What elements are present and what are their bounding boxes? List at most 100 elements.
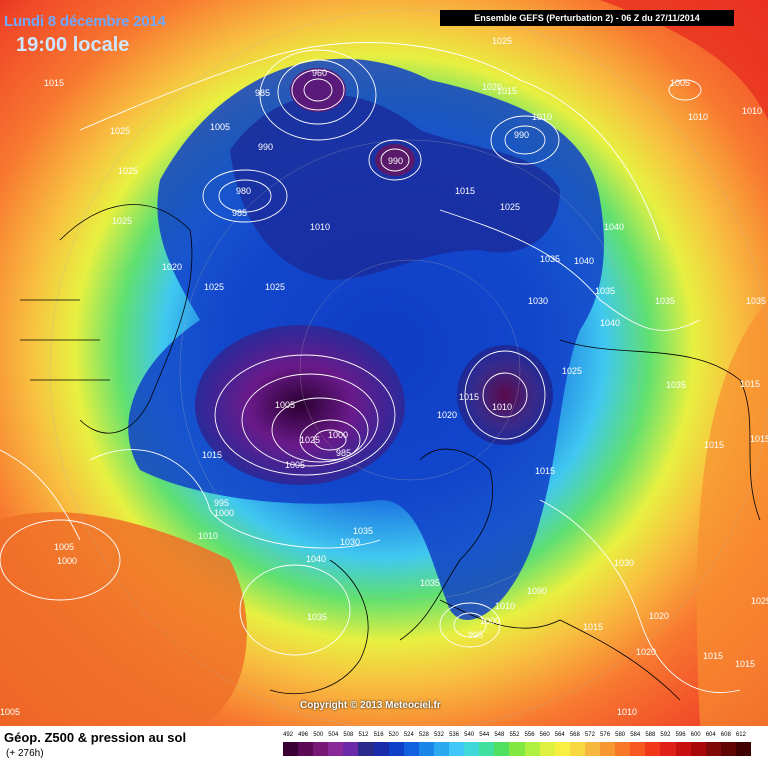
- isobar-label: 1015: [459, 392, 479, 402]
- isobar-label: 1010: [617, 707, 637, 717]
- warm-field-pacific: [600, 0, 768, 120]
- legend-swatch: [449, 742, 465, 756]
- legend-swatch: [735, 742, 752, 756]
- isobar-label: 1025: [118, 166, 138, 176]
- legend-level-label: 592: [660, 732, 671, 738]
- legend-level-label: 584: [630, 732, 641, 738]
- isobar-label: 1020: [649, 611, 669, 621]
- isobar-label: 1005: [275, 400, 295, 410]
- isobar-label: 1035: [420, 578, 440, 588]
- legend-swatch: [645, 742, 661, 756]
- legend-level-label: 504: [328, 732, 339, 738]
- legend-swatch: [630, 742, 646, 756]
- isobar-label: 1035: [746, 296, 766, 306]
- isobar-label: 1035: [353, 526, 373, 536]
- isobar-label: 1035: [540, 254, 560, 264]
- legend-level-label: 508: [343, 732, 354, 738]
- legend-level-label: 528: [418, 732, 429, 738]
- geopotential-map: 1025 1015 1025 1025 1025 1020 1025 1025 960 985 10…: [0, 0, 768, 726]
- isobar-label: 1015: [455, 186, 475, 196]
- isobar-label: 1035: [307, 612, 327, 622]
- legend-color-swatches: [283, 742, 752, 756]
- isobar-label: 1005: [210, 122, 230, 132]
- isobar-label: 1005: [0, 707, 20, 717]
- legend-level-label: 596: [675, 732, 686, 738]
- isobar-label: 1025: [110, 126, 130, 136]
- legend-level-label: 516: [373, 732, 384, 738]
- isobar-label: 1030: [340, 537, 360, 547]
- copyright-notice: Copyright © 2013 Meteociel.fr: [300, 700, 441, 711]
- vortex-lobe-canada: [195, 325, 405, 485]
- isobar-label: 1010: [742, 106, 762, 116]
- legend-swatch: [283, 742, 299, 756]
- warm-field-atlantic: [0, 512, 247, 726]
- legend-level-label: 532: [433, 732, 444, 738]
- legend-swatch: [479, 742, 495, 756]
- isobar-label: 1030: [614, 558, 634, 568]
- legend-level-label: 564: [554, 732, 565, 738]
- isobar-label: 1005: [54, 542, 74, 552]
- legend-swatch: [328, 742, 344, 756]
- legend-level-label: 568: [569, 732, 580, 738]
- isobar-label: 985: [336, 448, 351, 458]
- isobar-label: 990: [388, 156, 403, 166]
- legend-swatch: [539, 742, 556, 756]
- legend-level-label: 576: [600, 732, 611, 738]
- isobar-label: 1025: [492, 36, 512, 46]
- legend-swatch: [373, 742, 390, 756]
- isobar-label: 1040: [600, 318, 620, 328]
- vortex-lobe-aleutian: [290, 68, 346, 112]
- isobar-label: 1025: [500, 202, 520, 212]
- isobar-label: 1025: [300, 435, 320, 445]
- isobar-label: 1005: [285, 460, 305, 470]
- legend-level-label: 580: [615, 732, 626, 738]
- forecast-local-time: 19:00 locale: [16, 34, 130, 56]
- isobar-label: 995: [214, 498, 229, 508]
- isobar-label: 1015: [583, 622, 603, 632]
- isobar-label: 985: [255, 88, 270, 98]
- cold-trough-inner: [230, 94, 560, 280]
- isobar-label: 1020: [636, 647, 656, 657]
- legend-swatch: [569, 742, 586, 756]
- isobar-label: 1035: [666, 380, 686, 390]
- isobar-label: 1015: [202, 450, 222, 460]
- legend-swatch: [464, 742, 480, 756]
- legend-swatch: [343, 742, 359, 756]
- vortex-lobe-siberia: [457, 345, 553, 445]
- isobar-label: 1025: [751, 596, 768, 606]
- legend-swatch: [600, 742, 616, 756]
- legend-level-label: 500: [313, 732, 324, 738]
- model-run-info: Ensemble GEFS (Perturbation 2) - 06 Z du…: [440, 10, 734, 26]
- isobar-label: 1015: [703, 651, 723, 661]
- isobar-label: 1015: [735, 659, 755, 669]
- isobar-label: 1010: [198, 531, 218, 541]
- legend-level-label: 612: [735, 732, 746, 738]
- legend-level-label: 560: [539, 732, 550, 738]
- isobar-label: 1020: [437, 410, 457, 420]
- isobar-label: 1020: [482, 82, 502, 92]
- legend-level-label: 588: [645, 732, 656, 738]
- isobar-label: 1035: [655, 296, 675, 306]
- legend-swatch: [388, 742, 405, 756]
- isobar-label: 1025: [112, 216, 132, 226]
- legend-level-label: 556: [524, 732, 535, 738]
- legend-level-label: 552: [509, 732, 520, 738]
- isobar-label: 1030: [528, 296, 548, 306]
- isobar-label: 990: [514, 130, 529, 140]
- legend-swatch: [509, 742, 526, 756]
- legend-level-label: 540: [464, 732, 475, 738]
- legend-swatch: [554, 742, 571, 756]
- legend-swatch: [403, 742, 420, 756]
- legend-swatch: [298, 742, 314, 756]
- isobar-label: 1010: [492, 402, 512, 412]
- legend-level-label: 496: [298, 732, 309, 738]
- isobar-label: 1010: [495, 601, 515, 611]
- legend-swatch: [690, 742, 707, 756]
- isobar-label: 1010: [688, 112, 708, 122]
- isobar-label: 1015: [535, 466, 555, 476]
- isobar-label: 1090: [527, 586, 547, 596]
- isobar-label: 980: [236, 186, 251, 196]
- isobar-label: 1010: [532, 112, 552, 122]
- isobar-label: 985: [232, 208, 247, 218]
